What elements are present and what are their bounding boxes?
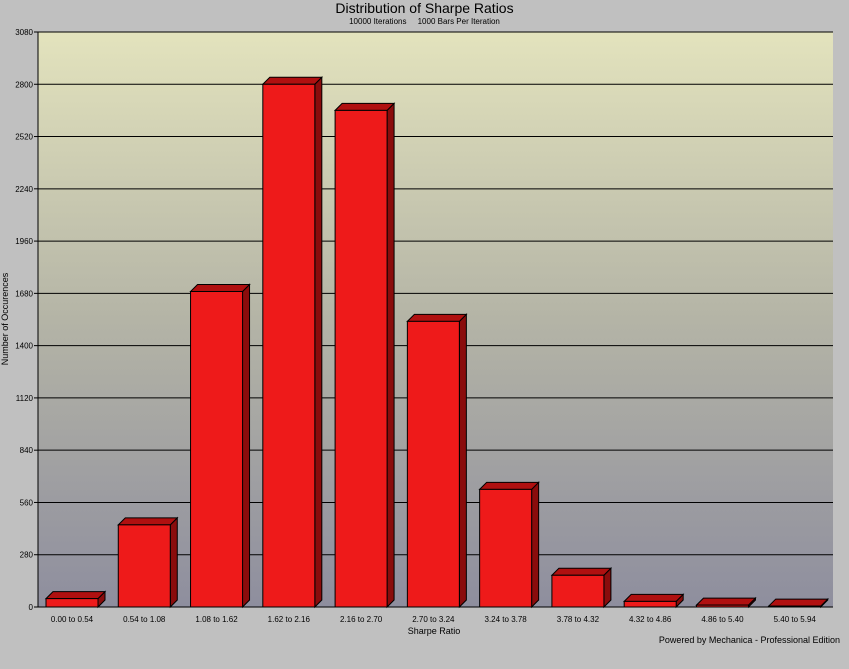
y-tick-label: 840 [20, 446, 34, 455]
x-tick-label: 2.70 to 3.24 [412, 615, 455, 624]
bar-front [117, 524, 171, 608]
bar-top [44, 591, 107, 600]
y-tick-label: 1120 [16, 394, 34, 403]
bar-top [406, 313, 468, 322]
x-tick-label: 4.32 to 4.86 [629, 615, 672, 624]
bar-front [45, 598, 99, 608]
chart-title: Distribution of Sharpe Ratios [335, 0, 514, 16]
subtitle-iterations: 10000 Iterations [349, 17, 407, 26]
bar [695, 596, 757, 609]
x-tick-label: 0.54 to 1.08 [123, 615, 166, 624]
bar-top [333, 102, 396, 111]
bar [406, 313, 468, 609]
bar-front [190, 290, 244, 608]
bar-front [262, 83, 316, 608]
bar-top [767, 598, 829, 607]
bar-top [622, 593, 685, 602]
bar-top [117, 517, 179, 526]
y-tick-label: 280 [20, 551, 34, 560]
x-tick-label: 3.78 to 4.32 [557, 615, 600, 624]
bar-front [551, 574, 605, 608]
x-tick-label: 4.86 to 5.40 [701, 615, 744, 624]
x-tick-label: 2.16 to 2.70 [340, 615, 383, 624]
y-tick-label: 560 [20, 498, 34, 507]
bar [261, 76, 324, 609]
x-tick-label: 1.08 to 1.62 [195, 615, 238, 624]
x-tick-label: 5.40 to 5.94 [774, 615, 817, 624]
bar-side [314, 76, 323, 609]
bar-top [261, 76, 324, 85]
bar-side [242, 283, 251, 609]
bar-front [334, 109, 388, 608]
x-tick-label: 1.62 to 2.16 [268, 615, 311, 624]
bar-front [623, 600, 677, 608]
bar [117, 516, 179, 609]
y-tick-label: 0 [29, 603, 34, 612]
bar [44, 590, 107, 609]
y-tick-label: 2520 [15, 133, 33, 142]
bar-top [695, 597, 757, 606]
x-tick-label: 0.00 to 0.54 [51, 615, 94, 624]
x-axis-title: Sharpe Ratio [408, 626, 461, 636]
y-tick-label: 2240 [15, 185, 33, 194]
bar-side [169, 516, 178, 609]
y-axis-ticks: 0 280 560 840 1120 1400 1680 1960 2240 2520 2800 30… [15, 28, 38, 612]
x-axis-ticks: 0.00 to 0.54 0.54 to 1.08 1.08 to 1.62 1.62… [38, 606, 833, 624]
y-axis-title: Number of Occurences [0, 272, 10, 365]
bar [478, 481, 540, 609]
bar-side [458, 313, 467, 609]
bar [767, 597, 829, 609]
y-tick-label: 3080 [15, 28, 33, 37]
bar-side [386, 102, 395, 609]
y-tick-label: 2800 [15, 80, 33, 89]
chart-subtitle: 10000 Iterations 1000 Bars Per Iteration [0, 17, 849, 26]
bar-front [406, 320, 460, 608]
bar-side [531, 481, 540, 609]
bar [622, 593, 685, 609]
footer-credit: Powered by Mechanica - Professional Edit… [658, 635, 840, 645]
bar-top [189, 283, 251, 292]
y-tick-label: 1680 [15, 289, 33, 298]
bar-top [550, 567, 613, 576]
y-tick-label: 1400 [15, 342, 33, 351]
y-tick-label: 1960 [15, 237, 33, 246]
x-tick-label: 3.24 to 3.78 [485, 615, 528, 624]
bar [189, 283, 251, 609]
bar [550, 567, 613, 609]
bar-top [478, 481, 540, 490]
subtitle-bars-per-iteration: 1000 Bars Per Iteration [417, 17, 500, 26]
bar [333, 102, 396, 609]
bar-front [479, 488, 533, 608]
